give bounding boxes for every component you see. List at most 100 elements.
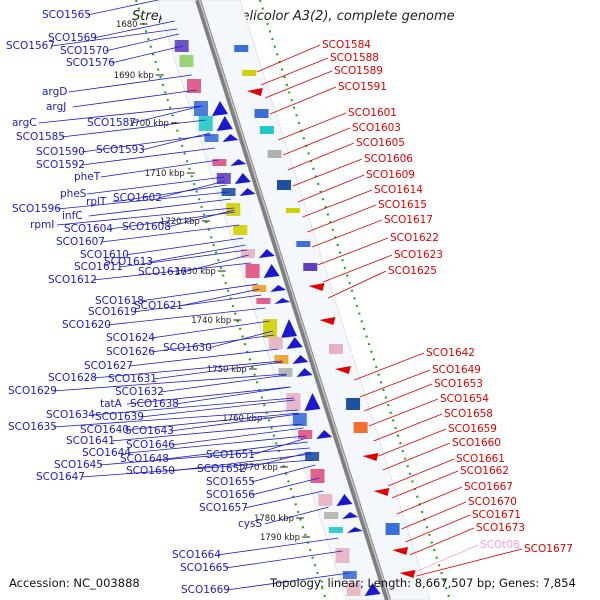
forward-gene-block: [212, 159, 227, 166]
gene-label-sco1627: SCO1627: [84, 360, 133, 372]
gene-label-phes: pheS: [60, 188, 87, 200]
gene-label-sco1673: SCO1673: [476, 522, 525, 534]
scale-tick-label: 1780 kbp: [254, 514, 294, 524]
forward-gene-block: [256, 298, 271, 304]
gene-label-sco1660: SCO1660: [452, 437, 501, 449]
gene-leader-line: [171, 453, 312, 472]
gene-label-sco1631: SCO1631: [108, 373, 157, 385]
reverse-gene-block: [267, 150, 282, 158]
forward-gene-arrow: [263, 264, 280, 278]
gene-leader-line: [129, 348, 279, 367]
gene-label-phet: pheT: [74, 171, 101, 183]
gene-leader-line: [38, 105, 202, 124]
gene-leader-line: [323, 254, 393, 283]
gene-label-sco1604: SCO1604: [64, 223, 113, 235]
gene-label-sco1603: SCO1603: [352, 122, 401, 134]
forward-gene-block: [298, 430, 313, 439]
forward-gene-block: [310, 469, 325, 483]
forward-gene-arrow: [296, 368, 313, 377]
gene-label-sco1657: SCO1657: [199, 502, 248, 514]
gene-leader-line: [126, 386, 291, 405]
gene-label-sco1622: SCO1622: [390, 232, 439, 244]
gene-leader-line: [364, 383, 433, 412]
gene-label-sco1567: SCO1567: [6, 40, 55, 52]
gene-label-sco1613: SCO1613: [104, 256, 153, 268]
genome-axis: [195, 0, 391, 600]
reverse-gene-block: [277, 180, 291, 190]
gene-label-sco1639: SCO1639: [95, 411, 144, 423]
gene-leader-line: [51, 28, 178, 47]
reverse-gene-arrow: [308, 283, 325, 291]
gene-leader-line: [264, 70, 333, 99]
forward-gene-arrow: [239, 188, 256, 196]
gene-label-sco1635: SCO1635: [8, 421, 57, 433]
gene-label-sco1623: SCO1623: [394, 249, 443, 261]
scale-tick-label: 1750 kbp: [207, 365, 247, 375]
forward-gene-arrow: [230, 159, 247, 166]
gene-leader-line: [391, 470, 459, 499]
forward-gene-block: [342, 571, 357, 579]
gene-label-sco1587: SCO1587: [87, 117, 136, 129]
gene-label-sco1651: SCO1651: [206, 449, 255, 461]
scale-tick-label: 1790 kbp: [260, 533, 300, 543]
gene-label-sco1669: SCO1669: [181, 584, 230, 596]
gene-leader-line: [170, 413, 300, 432]
gene-leader-line: [354, 352, 425, 381]
reverse-gene-block: [242, 70, 257, 76]
gene-leader-line: [141, 132, 211, 151]
forward-gene-block: [245, 264, 260, 278]
gene-label-sco1649: SCO1649: [432, 364, 481, 376]
gene-leader-line: [101, 224, 240, 243]
gene-leader-line: [125, 237, 244, 256]
gene-label-sco1589: SCO1589: [334, 65, 383, 77]
forward-gene-block: [318, 494, 333, 506]
gene-leader-line: [140, 283, 258, 302]
gene-leader-line: [133, 294, 262, 313]
scale-tick-label: 1710 kbp: [145, 169, 185, 179]
gene-leader-line: [99, 447, 310, 466]
gene-label-sco1658: SCO1658: [444, 408, 493, 420]
reverse-gene-block: [353, 422, 368, 433]
gene-leader-line: [401, 501, 467, 530]
gene-label-sco1677: SCO1677: [524, 543, 573, 555]
gene-leader-line: [312, 219, 383, 248]
ruler-right: [258, 0, 452, 600]
gene-leader-line: [359, 369, 431, 398]
gene-leader-line: [140, 399, 295, 418]
gene-label-sco1640: SCO1640: [80, 424, 129, 436]
gene-leader-line: [105, 33, 179, 52]
scale-tick-label: 1720 kbp: [160, 217, 200, 227]
reverse-gene-arrow: [334, 366, 351, 374]
gene-label-sco1671: SCO1671: [472, 509, 521, 521]
gene-label-sco1616: SCO1616: [138, 266, 187, 278]
gene-label-sco1611: SCO1611: [74, 261, 123, 273]
gene-leader-line: [107, 307, 266, 326]
reverse-gene-block: [285, 208, 300, 213]
gene-label-sco1620: SCO1620: [62, 319, 111, 331]
gene-leader-line: [242, 451, 312, 470]
gene-label-sco1576: SCO1576: [66, 57, 115, 69]
forward-gene-block: [328, 527, 343, 533]
reverse-gene-block: [303, 263, 318, 271]
gene-leader-line: [86, 176, 225, 195]
gene-label-sco1661: SCO1661: [456, 453, 505, 465]
gene-label-sco1585: SCO1585: [16, 131, 65, 143]
gene-leader-line: [368, 398, 439, 427]
gene-leader-line: [160, 374, 287, 393]
gene-label-sco1648: SCO1648: [120, 453, 169, 465]
gene-leader-line: [151, 334, 275, 353]
gene-leader-line: [225, 550, 343, 569]
gene-leader-line: [307, 204, 377, 233]
forward-gene-block: [204, 134, 219, 142]
gene-leader-line: [93, 262, 252, 281]
gene-label-sco1625: SCO1625: [388, 265, 437, 277]
gene-leader-line: [151, 320, 270, 339]
scale-tick-label: 1730 kbp: [176, 267, 216, 277]
reverse-gene-arrow: [319, 317, 336, 325]
forward-gene-block: [226, 203, 241, 216]
gene-label-sco1647: SCO1647: [36, 471, 85, 483]
gene-label-sco1615: SCO1615: [378, 199, 427, 211]
gene-leader-line: [93, 360, 283, 379]
gene-leader-line: [269, 86, 337, 115]
